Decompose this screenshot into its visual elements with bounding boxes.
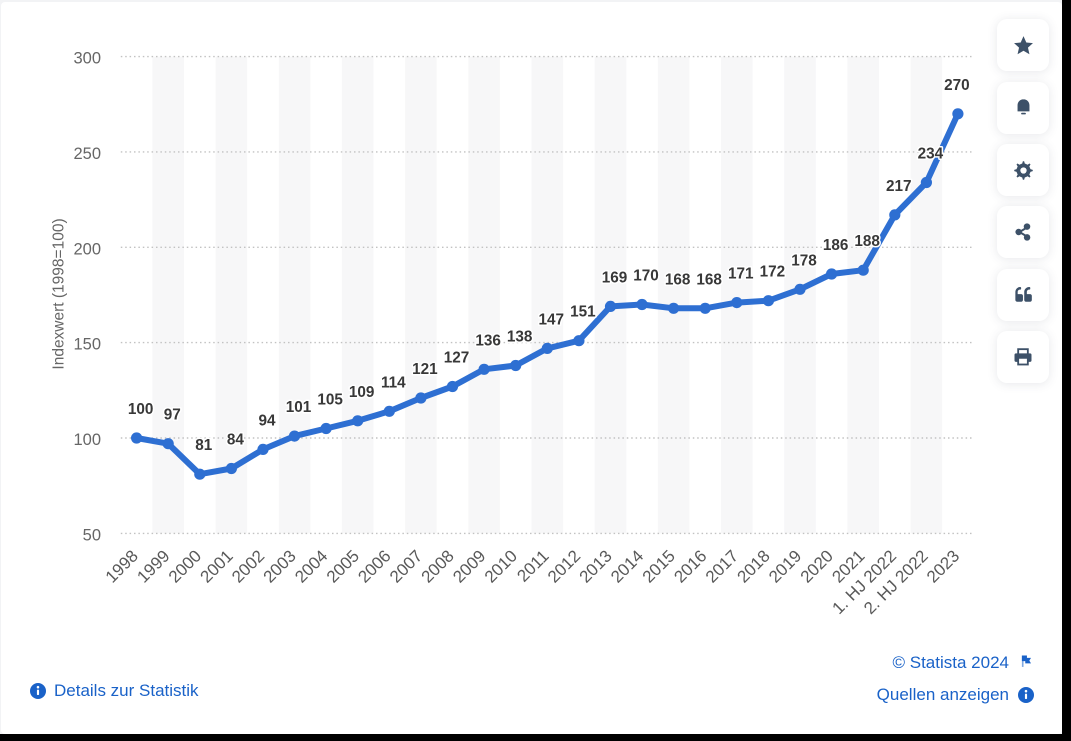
svg-text:101: 101 xyxy=(286,399,312,416)
svg-text:114: 114 xyxy=(381,374,406,391)
svg-text:136: 136 xyxy=(475,332,501,349)
svg-text:150: 150 xyxy=(73,336,101,354)
svg-text:2019: 2019 xyxy=(765,546,805,586)
svg-text:100: 100 xyxy=(73,431,101,449)
svg-text:2012: 2012 xyxy=(544,546,584,586)
svg-text:2013: 2013 xyxy=(576,546,616,586)
svg-text:2008: 2008 xyxy=(418,546,458,586)
svg-text:81: 81 xyxy=(195,437,213,454)
svg-text:200: 200 xyxy=(73,240,101,258)
svg-text:171: 171 xyxy=(728,266,754,283)
svg-text:121: 121 xyxy=(412,361,438,378)
svg-text:1999: 1999 xyxy=(133,546,173,586)
svg-text:Indexwert (1998=100): Indexwert (1998=100) xyxy=(51,218,68,369)
svg-text:50: 50 xyxy=(83,526,101,544)
svg-text:186: 186 xyxy=(823,237,849,254)
svg-text:2017: 2017 xyxy=(702,546,742,586)
svg-text:300: 300 xyxy=(73,50,101,68)
svg-text:168: 168 xyxy=(665,271,691,288)
svg-text:2003: 2003 xyxy=(260,546,300,586)
svg-text:2023: 2023 xyxy=(923,546,963,586)
svg-text:2007: 2007 xyxy=(386,546,426,586)
svg-text:100: 100 xyxy=(128,401,154,418)
svg-text:250: 250 xyxy=(73,145,101,163)
svg-text:2005: 2005 xyxy=(323,546,363,586)
svg-text:2006: 2006 xyxy=(354,546,394,586)
svg-text:138: 138 xyxy=(507,329,533,346)
svg-text:270: 270 xyxy=(944,77,970,94)
svg-text:151: 151 xyxy=(570,304,596,321)
svg-text:2004: 2004 xyxy=(291,546,331,586)
svg-text:2000: 2000 xyxy=(165,546,205,586)
svg-text:147: 147 xyxy=(539,311,565,328)
svg-text:109: 109 xyxy=(349,384,375,401)
svg-text:97: 97 xyxy=(164,407,181,424)
svg-text:2015: 2015 xyxy=(639,546,679,586)
svg-text:169: 169 xyxy=(602,269,628,286)
svg-text:2020: 2020 xyxy=(797,546,837,586)
svg-text:127: 127 xyxy=(444,350,470,367)
svg-text:2014: 2014 xyxy=(607,546,647,586)
svg-text:178: 178 xyxy=(791,252,817,269)
svg-text:2016: 2016 xyxy=(670,546,710,586)
svg-text:1998: 1998 xyxy=(102,546,142,586)
svg-text:172: 172 xyxy=(760,264,786,281)
svg-text:2010: 2010 xyxy=(481,546,521,586)
svg-text:217: 217 xyxy=(886,178,912,195)
svg-text:84: 84 xyxy=(227,432,245,449)
svg-text:188: 188 xyxy=(854,233,880,250)
svg-text:2018: 2018 xyxy=(734,546,774,586)
svg-text:2002: 2002 xyxy=(228,546,268,586)
svg-text:94: 94 xyxy=(258,412,276,429)
svg-text:2009: 2009 xyxy=(449,546,489,586)
svg-text:2011: 2011 xyxy=(513,546,552,585)
svg-text:2001: 2001 xyxy=(197,546,237,586)
svg-text:105: 105 xyxy=(317,392,343,409)
svg-text:168: 168 xyxy=(696,271,722,288)
svg-text:170: 170 xyxy=(633,268,659,285)
svg-text:234: 234 xyxy=(918,146,944,163)
